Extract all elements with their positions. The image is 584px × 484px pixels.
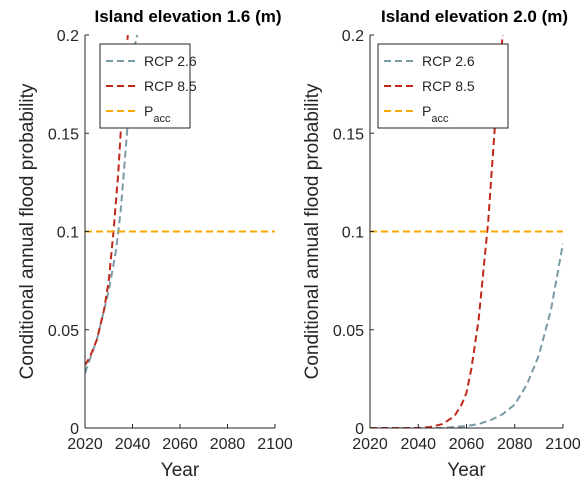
x-tick-label: 2020 [67, 436, 103, 453]
x-axis-label: Year [161, 460, 200, 481]
legend-entry-label: RCP 2.6 [422, 53, 475, 69]
legend-entry-label: Pacc [144, 103, 171, 125]
y-tick-label: 0.2 [57, 28, 79, 45]
x-tick-label: 2040 [115, 436, 151, 453]
y-tick-label: 0.1 [57, 225, 79, 242]
chart-panel-1: 0 0.05 0.1 0.15 0.2 2020 2040 2060 2080 2100 Islan… [17, 7, 293, 481]
x-tick-label: 2040 [400, 436, 436, 453]
legend-entry-name: RCP 2.6 [422, 53, 475, 69]
legend: RCP 2.6 RCP 8.5 Pacc [377, 43, 509, 129]
legend-entry-name: P [422, 103, 431, 119]
y-tick-label: 0.15 [48, 126, 79, 143]
x-tick-label: 2100 [257, 436, 293, 453]
legend-entry-subscript: acc [153, 113, 171, 125]
x-tick-label: 2080 [497, 436, 533, 453]
legend-entry-label: Pacc [422, 103, 449, 125]
legend-entry-subscript: acc [431, 113, 449, 125]
series-line-2 [85, 35, 129, 366]
y-tick-label: 0.2 [342, 28, 364, 45]
y-tick-label: 0 [355, 421, 364, 438]
legend-box [99, 43, 191, 129]
y-tick-label: 0.1 [342, 225, 364, 242]
y-tick-label: 0.15 [333, 126, 364, 143]
x-tick-label: 2060 [449, 436, 485, 453]
x-tick-label: 2100 [545, 436, 581, 453]
legend-entry-label: RCP 8.5 [422, 78, 475, 94]
legend-entry-label: RCP 8.5 [144, 78, 197, 94]
legend-entry-label: RCP 2.6 [144, 53, 197, 69]
chart-title: Island elevation 1.6 (m) [94, 7, 281, 26]
y-axis-label: Conditional annual flood probability [17, 83, 38, 379]
y-tick-label: 0.05 [48, 323, 79, 340]
legend: RCP 2.6 RCP 8.5 Pacc [99, 43, 197, 129]
legend-entry-name: P [144, 103, 153, 119]
chart-panel-2: 0 0.05 0.1 0.15 0.2 2020 2040 2060 2080 2100 Islan… [302, 7, 581, 481]
legend-entry-name: RCP 2.6 [144, 53, 197, 69]
x-tick-label: 2020 [352, 436, 388, 453]
y-tick-label: 0 [70, 421, 79, 438]
series-line-2 [370, 35, 504, 428]
x-tick-label: 2080 [210, 436, 246, 453]
chart-title: Island elevation 2.0 (m) [381, 7, 568, 26]
x-tick-label: 2060 [162, 436, 198, 453]
legend-entry-name: RCP 8.5 [422, 78, 475, 94]
y-tick-label: 0.05 [333, 323, 364, 340]
x-axis-label: Year [447, 460, 486, 481]
series-line-1 [85, 35, 139, 374]
series-line-1 [370, 243, 563, 428]
legend-entry-name: RCP 8.5 [144, 78, 197, 94]
y-axis-label: Conditional annual flood probability [302, 83, 323, 379]
